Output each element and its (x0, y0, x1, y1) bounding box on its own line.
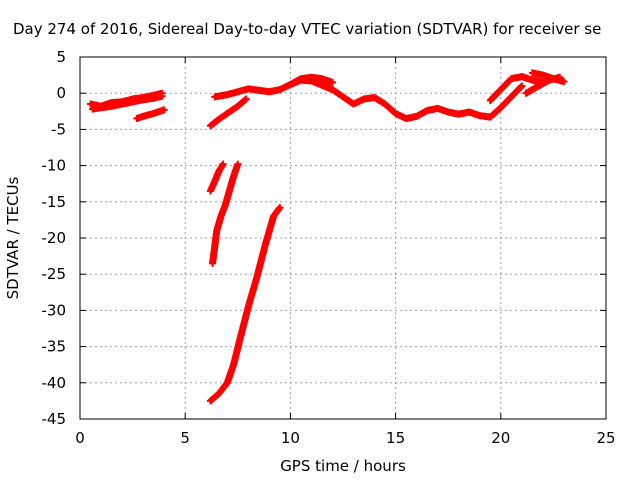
data-series (209, 160, 242, 267)
data-point (234, 160, 242, 168)
x-tick-label: 0 (75, 429, 85, 447)
x-tick-label: 25 (596, 429, 615, 447)
data-point (518, 82, 526, 90)
y-tick-label: -5 (51, 120, 66, 138)
data-point (328, 78, 336, 86)
y-tick-label: -40 (42, 374, 67, 392)
x-tick-label: 10 (281, 429, 300, 447)
data-series (486, 73, 547, 104)
data-point (158, 92, 166, 100)
y-tick-label: -10 (42, 157, 67, 175)
data-point (276, 204, 284, 212)
data-point (219, 160, 227, 168)
grid-lines (80, 57, 606, 419)
y-tick-label: -30 (42, 301, 67, 319)
data-series (133, 106, 168, 123)
y-tick-label: 5 (56, 48, 66, 66)
y-tick-label: -15 (42, 193, 67, 211)
data-point (242, 95, 250, 103)
data-points (87, 69, 568, 405)
x-tick-label: 5 (180, 429, 190, 447)
y-tick-label: -35 (42, 338, 67, 356)
x-tick-label: 15 (386, 429, 405, 447)
data-point (160, 106, 168, 114)
chart-title: Day 274 of 2016, Sidereal Day-to-day VTE… (13, 20, 601, 38)
data-series (206, 95, 250, 130)
data-series (206, 160, 227, 195)
y-tick-label: -25 (42, 265, 67, 283)
x-tick-label: 20 (491, 429, 510, 447)
y-tick-label: -45 (42, 410, 67, 428)
y-tick-label: -20 (42, 229, 67, 247)
axis-ticks: 0 5 10 15 20 25 5 0 -5 -10 -15 -20 -25 -30 -35 -40 -45 (42, 48, 616, 447)
data-series (528, 69, 568, 86)
data-series (89, 92, 166, 113)
data-series (206, 204, 284, 405)
data-point (560, 78, 568, 86)
y-axis-label: SDTVAR / TECUs (4, 176, 22, 299)
x-axis-label: GPS time / hours (280, 457, 406, 475)
data-series (286, 73, 336, 89)
y-tick-label: 0 (56, 84, 66, 102)
